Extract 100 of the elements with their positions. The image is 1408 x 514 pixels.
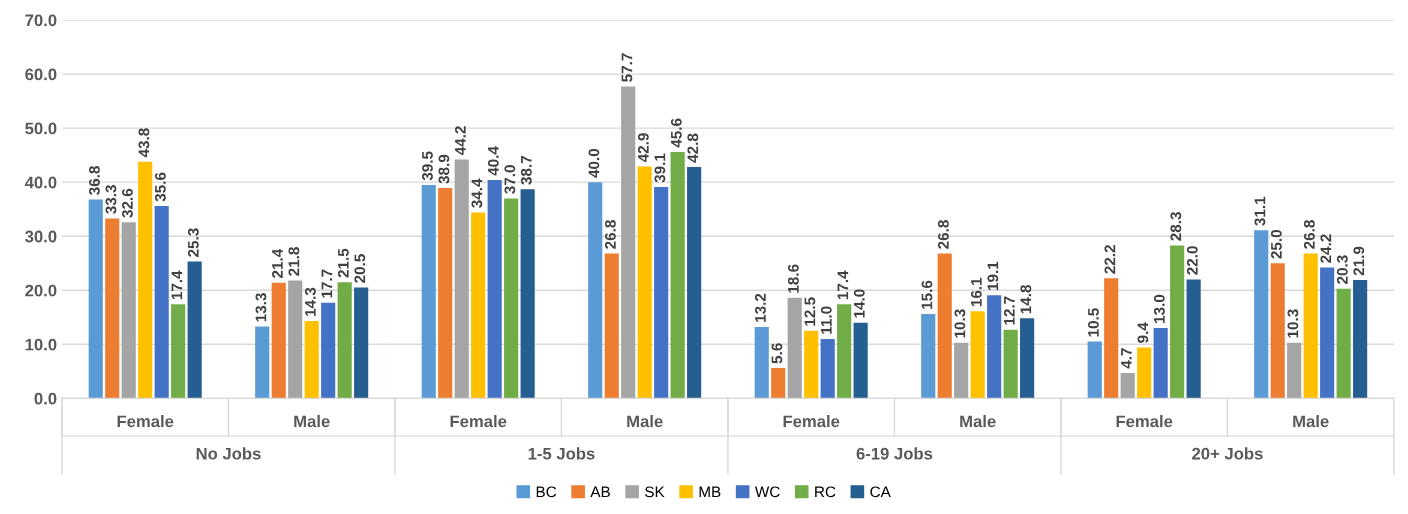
data-label: 22.0	[1186, 246, 1198, 275]
bar	[853, 322, 868, 399]
legend-label: BC	[536, 486, 557, 498]
bar	[588, 182, 603, 399]
legend-label: WC	[754, 486, 780, 498]
data-label: 28.3	[1170, 212, 1182, 241]
data-label: 17.4	[171, 270, 183, 300]
bar	[1020, 318, 1035, 399]
bar	[654, 187, 669, 399]
bar	[520, 189, 535, 399]
data-label: 21.4	[272, 248, 283, 278]
data-label: 45.6	[670, 118, 682, 148]
bar	[1186, 279, 1201, 399]
data-label: 10.3	[1287, 309, 1299, 338]
data-label: 14.0	[853, 289, 865, 318]
bar	[987, 295, 1002, 399]
data-label: 11.0	[820, 306, 832, 334]
bar	[154, 205, 169, 399]
data-label: 44.2	[454, 126, 466, 156]
data-label: 32.6	[122, 188, 133, 218]
bar	[1170, 245, 1185, 399]
bar	[1003, 329, 1018, 399]
data-label: 4.7	[1121, 348, 1132, 369]
bar	[837, 304, 852, 399]
x-tick-label: Male	[294, 415, 330, 428]
bar	[1336, 288, 1351, 399]
x-tick-label: Male	[1293, 415, 1329, 428]
data-label: 20.5	[354, 254, 366, 283]
x-tick-label: Male	[627, 415, 663, 428]
data-label: 13.3	[255, 293, 267, 322]
bar	[487, 180, 502, 399]
legend-label: CA	[870, 486, 891, 498]
bar	[321, 302, 336, 399]
data-label: 39.5	[422, 151, 433, 181]
bar	[1254, 230, 1269, 399]
bar	[970, 311, 985, 399]
text: 1-5 Jobs	[528, 447, 595, 460]
x-tick-label: Female	[1116, 415, 1173, 428]
data-label: 14.3	[304, 287, 316, 316]
data-label: 12.5	[804, 297, 816, 326]
bar	[670, 151, 685, 399]
data-label: 38.9	[438, 154, 450, 184]
data-label: 10.3	[954, 309, 966, 338]
bar	[1287, 342, 1302, 399]
x-tick-label: Female	[783, 415, 840, 428]
bar	[121, 222, 136, 399]
text: No Jobs	[196, 447, 261, 460]
bar	[787, 297, 802, 399]
bar	[921, 314, 936, 399]
bar	[88, 199, 103, 399]
data-label: 10.5	[1088, 308, 1099, 337]
bar	[304, 321, 319, 399]
bar	[337, 282, 352, 399]
data-label: 13.0	[1153, 294, 1165, 323]
data-label: 21.5	[337, 248, 349, 278]
bar	[637, 166, 652, 399]
bar	[1303, 253, 1318, 399]
data-label: 16.1	[970, 277, 982, 307]
text: 20+ Jobs	[1192, 447, 1263, 460]
bar	[604, 253, 619, 399]
data-label: 25.0	[1270, 229, 1282, 259]
bar	[1270, 263, 1285, 399]
y-tick-label: 10.0	[25, 338, 57, 351]
data-label: 24.2	[1320, 234, 1332, 263]
data-label: 39.1	[654, 153, 666, 183]
data-label: 37.0	[504, 165, 516, 194]
bar	[1087, 341, 1102, 399]
data-label: 40.0	[588, 148, 600, 178]
data-label: 34.4	[471, 178, 483, 208]
bar	[288, 280, 303, 399]
legend-label: RC	[815, 486, 836, 498]
data-label: 40.4	[487, 146, 499, 176]
data-label: 36.8	[89, 166, 100, 195]
data-label: 5.6	[771, 343, 783, 364]
y-tick-label: 40.0	[24, 176, 57, 189]
bar	[1137, 347, 1152, 399]
data-label: 35.6	[154, 172, 166, 202]
bar	[804, 330, 819, 399]
data-label: 14.8	[1020, 284, 1032, 314]
data-label: 57.7	[621, 53, 633, 82]
data-label: 42.9	[637, 133, 649, 163]
y-tick-label: 60.0	[25, 68, 57, 81]
bar	[471, 212, 486, 399]
data-label: 31.1	[1254, 196, 1266, 226]
data-label: 18.6	[787, 264, 799, 293]
data-label: 9.4	[1137, 322, 1149, 343]
bar	[1104, 278, 1119, 399]
bar	[105, 218, 120, 399]
legend-label: AB	[590, 486, 610, 498]
legend-label: MB	[699, 486, 721, 498]
data-label: 43.8	[138, 128, 150, 158]
bar	[354, 287, 369, 399]
data-label: 26.8	[1303, 220, 1315, 249]
bar	[271, 282, 286, 399]
data-label: 21.9	[1353, 246, 1365, 276]
bar	[138, 161, 153, 399]
data-label: 15.6	[921, 280, 933, 309]
data-label: 26.8	[605, 220, 616, 249]
y-tick-label: 70.0	[25, 14, 57, 27]
bar	[771, 368, 786, 399]
